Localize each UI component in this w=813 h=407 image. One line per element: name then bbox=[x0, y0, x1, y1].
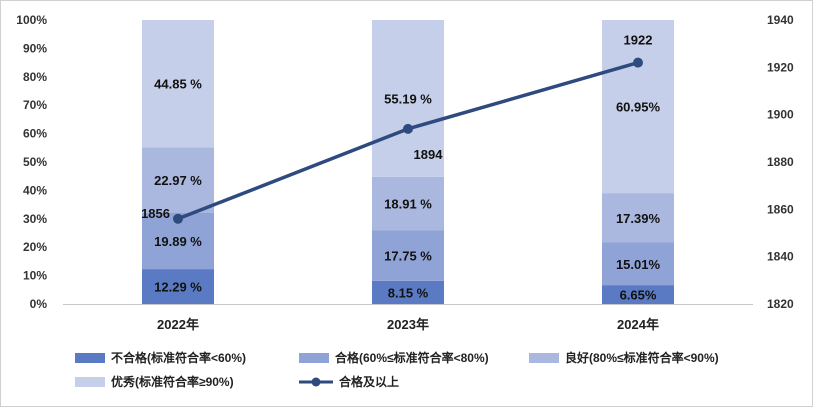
bar-segment bbox=[372, 230, 444, 281]
legend-label: 优秀(标准符合率≥90%) bbox=[111, 374, 234, 389]
y-right-tick-label: 1940 bbox=[767, 13, 794, 27]
legend-label: 合格及以上 bbox=[339, 374, 399, 389]
x-category-label: 2022年 bbox=[157, 317, 199, 332]
y-left-tick-label: 90% bbox=[23, 41, 47, 55]
bar-data-label: 17.39% bbox=[616, 211, 661, 226]
y-left-tick-label: 0% bbox=[30, 297, 48, 311]
line-point-label: 1922 bbox=[624, 33, 653, 48]
bar-segment bbox=[602, 242, 674, 286]
bar-segment bbox=[372, 176, 444, 231]
line-point-marker bbox=[403, 123, 413, 134]
y-right-tick-label: 1860 bbox=[767, 202, 794, 216]
bar-segment bbox=[142, 147, 214, 213]
bar-segment bbox=[602, 193, 674, 243]
bar-data-label: 17.75 % bbox=[384, 249, 432, 264]
line-point-label: 1856 bbox=[141, 206, 170, 221]
y-right-tick-label: 1840 bbox=[767, 250, 794, 264]
bar-data-label: 12.29 % bbox=[154, 280, 202, 295]
bar-segment bbox=[142, 269, 214, 304]
line-point-marker bbox=[173, 213, 183, 224]
bar-segment bbox=[372, 280, 444, 304]
bar-data-label: 6.65% bbox=[620, 288, 657, 303]
legend-swatch bbox=[529, 353, 559, 363]
y-left-tick-label: 60% bbox=[23, 127, 47, 141]
y-left-tick-label: 50% bbox=[23, 155, 47, 169]
legend-line-marker bbox=[311, 377, 321, 387]
y-right-tick-label: 1880 bbox=[767, 155, 794, 169]
bar-data-label: 18.91 % bbox=[384, 197, 432, 212]
bar-segment bbox=[602, 20, 674, 194]
legend-label: 良好(80%≤标准符合率<90%) bbox=[565, 350, 719, 365]
legend-swatch bbox=[75, 353, 105, 363]
y-left-tick-label: 30% bbox=[23, 212, 47, 226]
y-right-tick-label: 1820 bbox=[767, 297, 794, 311]
bar-data-label: 19.89 % bbox=[154, 234, 202, 249]
bar-segment bbox=[142, 20, 214, 148]
y-left-tick-label: 80% bbox=[23, 70, 47, 84]
bar-data-label: 22.97 % bbox=[154, 173, 202, 188]
y-left-tick-label: 100% bbox=[16, 13, 47, 27]
y-left-tick-label: 10% bbox=[23, 269, 47, 283]
legend-label: 合格(60%≤标准符合率<80%) bbox=[335, 350, 489, 365]
line-point-label: 1894 bbox=[414, 147, 444, 162]
y-left-tick-label: 70% bbox=[23, 98, 47, 112]
bar-segment bbox=[372, 20, 444, 177]
legend-swatch bbox=[299, 353, 329, 363]
y-left-tick-label: 40% bbox=[23, 183, 47, 197]
x-category-label: 2024年 bbox=[617, 317, 659, 332]
bar-data-label: 8.15 % bbox=[388, 285, 429, 300]
y-right-tick-label: 1920 bbox=[767, 60, 794, 74]
bar-data-label: 44.85 % bbox=[154, 77, 202, 92]
x-category-label: 2023年 bbox=[387, 317, 429, 332]
bar-data-label: 60.95% bbox=[616, 100, 661, 115]
bar-data-label: 15.01% bbox=[616, 257, 661, 272]
legend-label: 不合格(标准符合率<60%) bbox=[111, 350, 246, 365]
legend-swatch bbox=[75, 377, 105, 387]
bar-segment bbox=[602, 285, 674, 304]
bar-data-label: 55.19 % bbox=[384, 91, 432, 106]
line-point-marker bbox=[633, 57, 643, 68]
y-right-tick-label: 1900 bbox=[767, 108, 794, 122]
y-left-tick-label: 20% bbox=[23, 240, 47, 254]
